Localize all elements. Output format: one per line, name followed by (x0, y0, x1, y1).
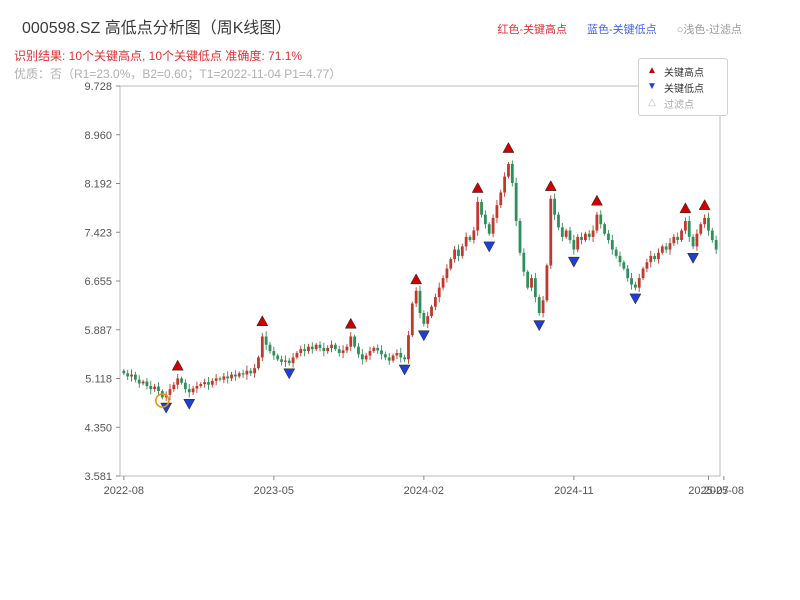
key-high-marker (698, 199, 711, 210)
recognition-result-text: 识别结果: 10个关键高点, 10个关键低点 准确度: 71.1% (14, 49, 303, 63)
key-high-marker (502, 142, 515, 153)
y-tick-label: 3.581 (84, 471, 112, 483)
candles-group (122, 160, 718, 401)
y-tick-label: 5.118 (85, 374, 112, 386)
key-low-marker (687, 253, 699, 264)
y-tick-label: 9.728 (84, 81, 112, 93)
key-low-marker (160, 402, 173, 414)
key-high-marker (410, 273, 423, 285)
key-high-marker (344, 317, 357, 329)
legend-item-key-low: ▼ 关键低点 (646, 79, 720, 95)
key-low-marker (283, 368, 296, 380)
key-low-marker (483, 241, 496, 253)
key-low-marker (629, 293, 642, 305)
key-high-marker (679, 202, 692, 214)
key-high-marker (171, 359, 184, 371)
key-low-marker (398, 364, 411, 376)
header-legend-key-low: 蓝色-关键低点 (587, 24, 657, 36)
x-tick-label: 2024-11 (554, 485, 594, 497)
legend-label-filtered: 过滤点 (664, 99, 694, 111)
legend-item-filtered: △ 过滤点 (646, 95, 720, 111)
y-tick-label: 8.192 (84, 179, 112, 191)
key-low-marker (183, 398, 196, 410)
key-high-marker (256, 315, 269, 327)
header-legend: 红色-关键高点 蓝色-关键低点 ○浅色-过滤点 (497, 21, 742, 37)
x-tick-label: 2025-08 (704, 485, 744, 497)
key-low-marker (533, 320, 546, 332)
legend-item-key-high: ▲ 关键高点 (646, 63, 720, 79)
key-low-marker (417, 330, 430, 342)
quality-assessment-text: 优质：否（R1=23.0%，B2=0.60；T1=2022-11-04 P1=4… (14, 67, 342, 81)
key-high-marker (471, 182, 484, 193)
y-tick-label: 6.655 (84, 276, 112, 288)
key-high-marker (591, 194, 603, 206)
key-low-markers (160, 241, 699, 414)
x-tick-label: 2023-05 (254, 485, 294, 497)
x-tick-label: 2022-08 (104, 485, 144, 497)
header-legend-filtered: ○浅色-过滤点 (676, 24, 742, 36)
x-tick-label: 2024-02 (404, 485, 444, 497)
chart-legend-box: ▲ 关键高点 ▼ 关键低点 △ 过滤点 (638, 58, 728, 116)
page-title: 000598.SZ 高低点分析图（周K线图） (22, 20, 292, 37)
header-legend-key-high: 红色-关键高点 (497, 24, 568, 36)
key-high-triangle-icon: ▲ (647, 65, 657, 76)
x-axis: 2022-08 2023-05 2024-02 2024-11 2025-072025-… (104, 476, 744, 497)
y-tick-label: 8.960 (84, 130, 112, 142)
key-low-marker (567, 256, 580, 268)
key-high-marker (544, 180, 557, 191)
key-low-triangle-icon: ▼ (647, 81, 657, 92)
y-tick-label: 5.887 (84, 325, 112, 337)
key-high-markers (171, 142, 711, 371)
x-tick-label: 2025-07 (688, 485, 728, 497)
y-tick-label: 7.423 (84, 227, 112, 239)
y-tick-label: 4.350 (84, 422, 112, 434)
filtered-point-marker (155, 393, 170, 408)
legend-label-key-high: 关键高点 (664, 67, 704, 79)
filtered-triangle-icon: △ (648, 97, 656, 108)
legend-label-key-low: 关键低点 (664, 83, 704, 95)
y-axis: 3.581 4.350 5.118 5.887 6.655 7.423 8.192 8.960… (84, 81, 120, 483)
